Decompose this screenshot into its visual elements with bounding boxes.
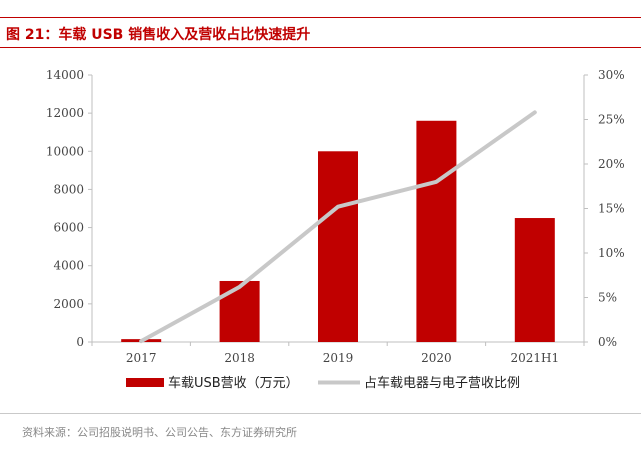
x-tick-label: 2018 [224, 351, 255, 365]
bar [318, 151, 358, 342]
source-rule [0, 413, 641, 414]
x-tick-label: 2019 [323, 351, 354, 365]
y-right-tick-label: 30% [598, 68, 625, 82]
chart-legend: 车载USB营收（万元） 占车载电器与电子营收比例 [126, 375, 520, 391]
line-series [139, 110, 537, 344]
legend-bar-swatch [126, 378, 164, 387]
figure-title: 图 21：车载 USB 销售收入及营收占比快速提升 [6, 27, 311, 43]
bar-series [121, 120, 555, 343]
y-left-tick-label: 4000 [53, 259, 84, 273]
x-tick-label: 2021H1 [510, 351, 559, 365]
y-right-tick-label: 15% [598, 202, 625, 216]
bar [219, 280, 260, 342]
bar [514, 218, 555, 342]
y-right-tick-label: 10% [598, 246, 625, 260]
y-left-tick-label: 12000 [46, 106, 84, 120]
y-left-tick-label: 10000 [46, 144, 84, 158]
y-left-tick-label: 8000 [53, 182, 84, 196]
y-left-tick-label: 0 [76, 335, 84, 349]
bar [416, 120, 457, 343]
title-bottom-rule [0, 47, 641, 48]
title-top-rule [0, 17, 641, 18]
chart-axes: 0 2000 4000 6000 8000 10000 12000 14000 0% 5% 10% 1… [46, 68, 625, 365]
legend-bar-label: 车载USB营收（万元） [168, 375, 299, 391]
y-right-tick-label: 0% [598, 335, 617, 349]
y-left-tick-label: 14000 [46, 68, 84, 82]
y-right-tick-label: 5% [598, 291, 617, 305]
y-left-tick-label: 2000 [53, 297, 84, 311]
legend-line-label: 占车载电器与电子营收比例 [364, 375, 520, 391]
y-right-tick-label: 20% [598, 157, 625, 171]
x-tick-label: 2020 [421, 351, 452, 365]
y-left-tick-label: 6000 [53, 221, 84, 235]
y-right-tick-label: 25% [598, 113, 625, 127]
source-note: 资料来源：公司招股说明书、公司公告、东方证券研究所 [22, 426, 297, 439]
x-tick-label: 2017 [126, 351, 157, 365]
